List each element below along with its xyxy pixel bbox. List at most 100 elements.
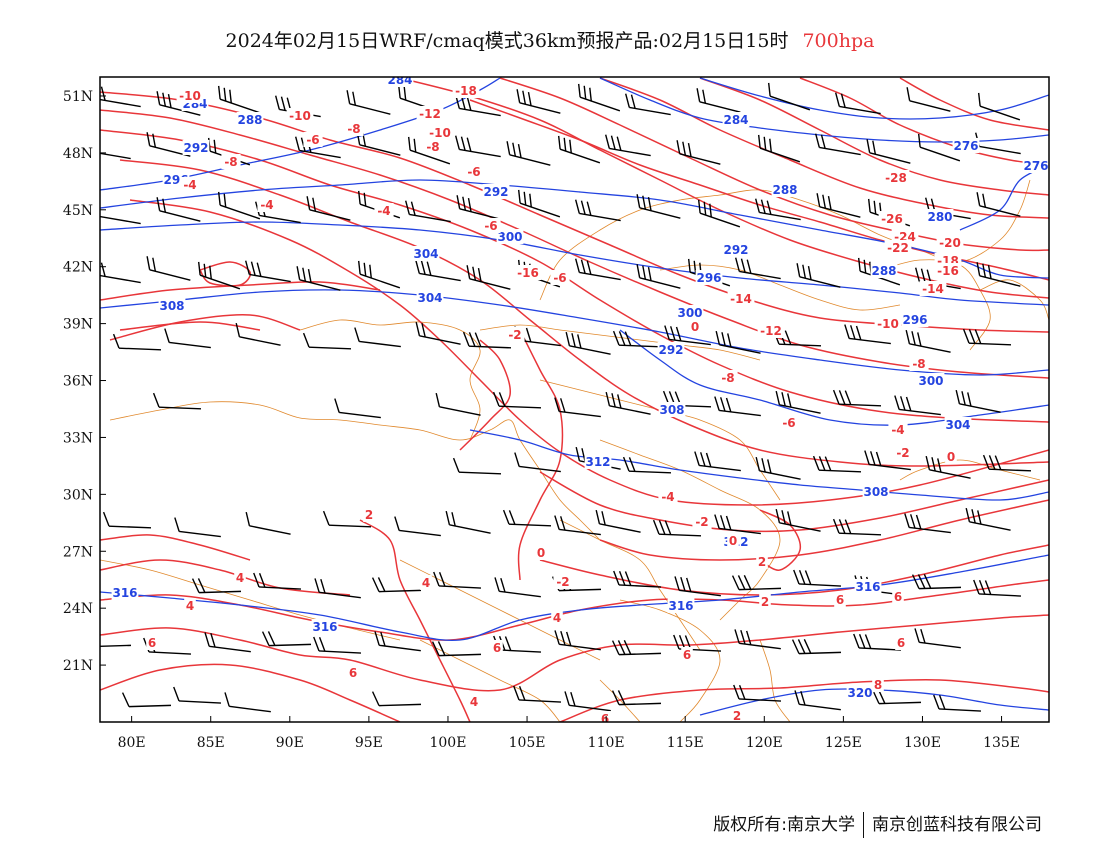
copyright-footer: 版权所有:南京大学 南京创蓝科技有限公司 [713,810,1042,838]
wind-barb [796,263,841,288]
x-tick-label: 85E [197,735,225,751]
height-contour-label: 304 [412,246,440,261]
wind-barb [102,511,152,529]
svg-text:312: 312 [585,455,610,469]
wind-barb [767,82,811,111]
temperature-contour-label: 2 [759,594,771,609]
svg-text:292: 292 [183,141,208,155]
temperature-contour-label: 2 [363,507,375,522]
wind-barb [100,644,132,648]
wind-barb [676,140,721,165]
wind-barb [516,89,561,114]
temperature-contour-label: -12 [757,323,785,338]
wind-barb [404,200,451,223]
wind-barb [235,322,281,346]
isotherm [899,77,1049,131]
svg-text:-16: -16 [517,266,539,280]
wind-barb [652,519,702,537]
wind-barb [864,450,911,471]
isotherm [109,314,301,341]
temperature-contour-label: -6 [303,132,323,147]
svg-text:4: 4 [186,599,194,613]
svg-text:-2: -2 [556,575,569,589]
wind-barb [415,321,461,345]
wind-barb [793,569,842,587]
y-tick-label: 30N [63,487,93,503]
temperature-contour-label: -10 [426,125,454,140]
wind-barb [554,515,601,536]
wind-barb [962,328,1012,346]
temperature-contour-label: -10 [874,316,902,331]
isotherm [359,519,471,722]
footer-divider [863,812,864,838]
wind-barb [791,638,842,655]
isotherm [699,77,1049,196]
svg-text:296: 296 [696,271,721,285]
wind-barb [844,324,891,345]
wind-barb [517,189,561,218]
wind-barb [933,694,982,712]
wind-barb [435,392,481,416]
svg-text:308: 308 [659,403,684,417]
temperature-contour-label: 6 [834,592,846,607]
svg-text:-18: -18 [455,84,477,98]
svg-text:292: 292 [723,243,748,257]
wind-barb [911,573,962,590]
svg-text:-4: -4 [260,198,273,212]
temperature-contour-label: -6 [464,164,484,179]
wind-barb [371,577,422,593]
temperature-contour-label: -2 [505,327,525,342]
wind-barb [965,507,1011,531]
height-contour [619,329,1049,426]
wind-barb [245,511,291,535]
wind-barb [613,570,662,588]
wind-barb [973,579,1022,597]
wind-barb [624,93,671,116]
height-contour-label: 296 [695,270,723,285]
height-contour-label: 284 [722,112,750,127]
wind-barb [100,262,141,284]
svg-text:288: 288 [772,183,797,197]
wind-barb [904,513,951,534]
wind-barb [564,691,611,712]
svg-text:280: 280 [927,210,952,224]
wind-barb [244,260,291,283]
wind-barb [733,684,782,702]
x-tick-label: 90E [276,735,304,751]
svg-text:-4: -4 [183,178,196,192]
wind-barb [605,391,651,415]
svg-text:292: 292 [658,343,683,357]
svg-text:6: 6 [349,666,357,680]
wind-barb [674,576,721,597]
x-tick-label: 110E [588,735,625,751]
latitude-axis: 51N 48N 45N 42N 39N 36N 33N 30N 27N 24N 21N [63,89,106,674]
wind-barb [217,191,261,220]
wind-barb [554,397,601,418]
svg-text:308: 308 [863,485,888,499]
svg-text:2: 2 [365,508,373,522]
height-contour-label: 308 [658,402,686,417]
border-line [899,459,1041,481]
temperature-contour-label: -28 [882,170,910,185]
wind-barb [431,641,482,657]
temperature-contour-label: 6 [347,665,359,680]
svg-text:0: 0 [947,450,955,464]
x-tick-label: 120E [746,735,783,751]
svg-text:-8: -8 [721,371,734,385]
temperature-contour-label: -8 [221,154,241,169]
temperature-contour-label: -20 [936,235,964,250]
temperature-contour-label: 8 [872,677,884,692]
wind-barb [974,132,1021,155]
isotherm [100,109,1049,379]
temperature-contour-label: -14 [727,291,755,306]
temperature-contour-label: 6 [599,711,611,722]
wind-barb [914,628,961,649]
wind-barb [611,639,662,656]
wind-barb [853,633,902,651]
y-tick-label: 39N [63,317,93,333]
wind-barb [554,630,601,651]
wind-barb [100,152,131,160]
svg-text:300: 300 [918,374,943,388]
svg-text:-2: -2 [695,515,708,529]
